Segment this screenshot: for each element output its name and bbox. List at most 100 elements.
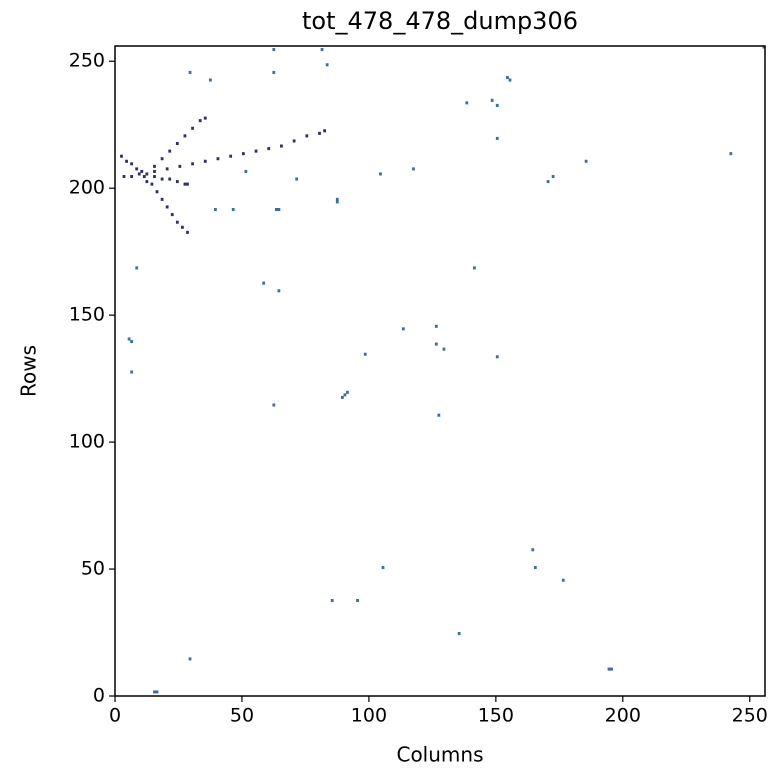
hit-pixel (120, 154, 123, 158)
hit-pixel (457, 632, 461, 636)
x-tick-label: 100 (351, 705, 387, 727)
hit-pixel (153, 690, 156, 694)
hit-pixel (142, 174, 146, 179)
hit-pixel (437, 413, 441, 417)
hit-pixel (155, 690, 159, 694)
hit-pixel (508, 78, 512, 82)
hit-pixel (130, 370, 134, 374)
hit-pixel (320, 48, 324, 52)
hit-pixel (160, 157, 164, 161)
x-tick-label: 200 (605, 705, 641, 727)
y-tick-label: 250 (69, 50, 105, 72)
hit-pixel (267, 147, 271, 151)
hit-pixel (165, 167, 169, 171)
hit-pixel (434, 342, 438, 346)
hit-pixel (178, 164, 182, 168)
hit-pixel (181, 225, 184, 229)
hit-pixel (229, 154, 233, 158)
hit-pixel (155, 190, 159, 194)
hit-pixel (379, 172, 382, 176)
hit-pixel (277, 207, 281, 212)
hit-pixel (153, 164, 156, 168)
hit-pixel (280, 144, 283, 148)
hit-pixel (153, 174, 156, 179)
x-tick-label: 250 (732, 705, 768, 727)
hit-pixel (272, 48, 276, 52)
hit-pixel (401, 327, 405, 331)
y-tick-label: 200 (69, 177, 105, 199)
x-tick-label: 0 (109, 705, 121, 727)
hit-pixel (495, 355, 499, 359)
hit-pixel (241, 152, 245, 156)
hit-pixel (762, 45, 766, 49)
x-tick-label: 150 (478, 705, 514, 727)
hit-pixel (330, 599, 334, 603)
hit-pixel (434, 324, 438, 328)
hit-pixel (412, 167, 415, 171)
hit-pixel (160, 177, 164, 181)
hit-pixel (122, 174, 126, 179)
hit-pixel (244, 169, 248, 173)
hit-pixel (127, 337, 131, 341)
plot-area (120, 45, 766, 694)
hit-pixel (531, 548, 535, 552)
hit-pixel (262, 281, 266, 285)
hit-pixel (145, 172, 149, 176)
chart-title: tot_478_478_dump306 (302, 7, 578, 35)
hit-pixel (584, 159, 588, 163)
hit-pixel (208, 78, 212, 82)
hit-pixel (137, 172, 141, 176)
hit-pixel (346, 390, 349, 394)
hit-pixel (343, 393, 347, 397)
hit-pixel (170, 213, 174, 217)
hit-pixel (125, 159, 128, 163)
y-tick-label: 100 (69, 431, 105, 453)
hit-pixel (490, 98, 494, 102)
hit-pixel (198, 119, 202, 123)
hit-pixel (153, 169, 156, 173)
hit-pixel (140, 169, 144, 173)
hit-pixel (335, 200, 339, 204)
x-axis-label: Columns (396, 743, 483, 767)
hit-pixel (168, 177, 172, 181)
hit-pixel (145, 180, 149, 184)
hit-pixel (216, 157, 220, 161)
plot-frame (114, 45, 766, 697)
hit-pixel (188, 657, 192, 661)
hit-pixel (231, 207, 235, 212)
hit-pixel (188, 70, 192, 74)
hit-pixel (130, 174, 134, 179)
hit-pixel (381, 566, 385, 570)
hit-pixel (340, 395, 344, 399)
hit-pixel (175, 180, 179, 184)
hit-pixel (135, 167, 139, 171)
hit-pixel (442, 347, 446, 351)
hit-pixel (186, 182, 189, 186)
hit-pixel (130, 162, 134, 166)
y-tick-label: 50 (81, 558, 105, 580)
y-tick-label: 0 (93, 685, 105, 707)
hit-pixel (150, 182, 154, 186)
hit-pixel (135, 266, 139, 270)
hit-pixel (165, 205, 169, 209)
hit-pixel (318, 131, 321, 135)
hit-pixel (305, 134, 309, 138)
hit-pixel (363, 352, 367, 356)
hit-pixel (272, 70, 276, 74)
hit-pixel (183, 134, 187, 138)
hit-pixel (203, 159, 207, 163)
hit-pixel (533, 566, 537, 570)
hit-pixel (495, 136, 499, 140)
hit-pixel (191, 126, 194, 130)
hit-pixel (323, 129, 326, 133)
y-tick-label: 150 (69, 304, 105, 326)
hit-pixel (610, 667, 613, 671)
x-tick-label: 50 (230, 705, 254, 727)
hit-pixel (175, 220, 179, 224)
hit-pixel (295, 177, 299, 181)
hit-pixel (561, 578, 565, 582)
hit-pixel (495, 103, 499, 107)
hit-pixel (191, 162, 194, 166)
hit-pixel (254, 149, 258, 153)
